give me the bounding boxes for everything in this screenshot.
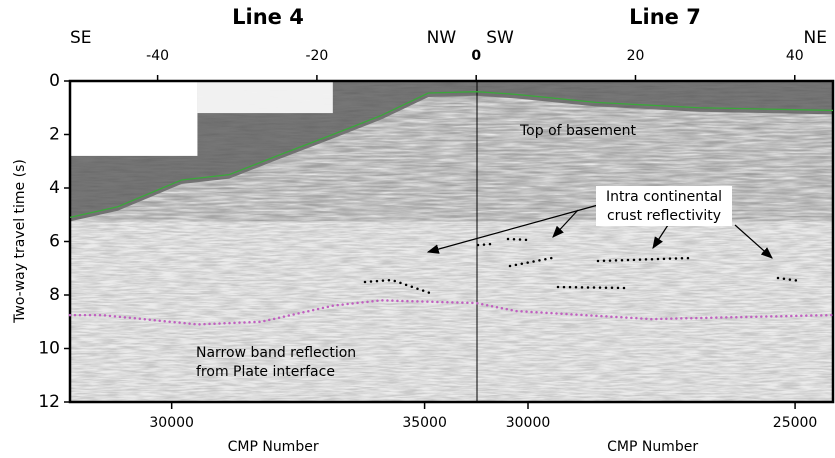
y-tick-label: 4 [49, 178, 60, 198]
water-column [197, 81, 332, 113]
direction-label: NE [804, 28, 827, 48]
x-tick-label: 40 [786, 48, 804, 64]
x-axis-title: CMP Number [607, 439, 698, 455]
y-tick-label: 0 [49, 71, 60, 91]
seismic-section [70, 81, 833, 402]
annotation-line: Narrow band reflection [196, 345, 356, 361]
x-tick-label: 0 [471, 48, 481, 64]
annotation: Top of basement [519, 123, 637, 139]
x-tick-label: -40 [146, 48, 169, 64]
y-tick-label: 12 [38, 392, 60, 412]
y-tick-label: 10 [38, 339, 60, 359]
x-tick-label: -20 [305, 48, 328, 64]
annotation-line: from Plate interface [196, 364, 335, 380]
direction-label: SW [486, 28, 514, 48]
x-tick-label: 30000 [149, 415, 194, 431]
annotation-line: crust reflectivity [607, 208, 721, 224]
x-tick-label: 30000 [506, 415, 551, 431]
direction-label: SE [70, 28, 92, 48]
y-tick-label: 8 [49, 285, 60, 305]
x-tick-label: 35000 [402, 415, 447, 431]
chart: Two-way travel time (s) 0 2 4 6 8 10 12 -40 -20 0… [0, 0, 835, 458]
x-tick-label: 25000 [773, 415, 818, 431]
direction-label: NW [427, 28, 457, 48]
annotation-line: Intra continental [606, 189, 722, 205]
panel-title: Line 4 [232, 5, 304, 29]
panel-title: Line 7 [629, 5, 701, 29]
water-column [70, 81, 197, 156]
x-axis-title: CMP Number [228, 439, 319, 455]
y-tick-label: 2 [49, 125, 60, 145]
y-tick-label: 6 [49, 232, 60, 252]
x-tick-label: 20 [627, 48, 645, 64]
y-axis-title: Two-way travel time (s) [12, 159, 28, 324]
annotation-line: Top of basement [519, 123, 637, 139]
